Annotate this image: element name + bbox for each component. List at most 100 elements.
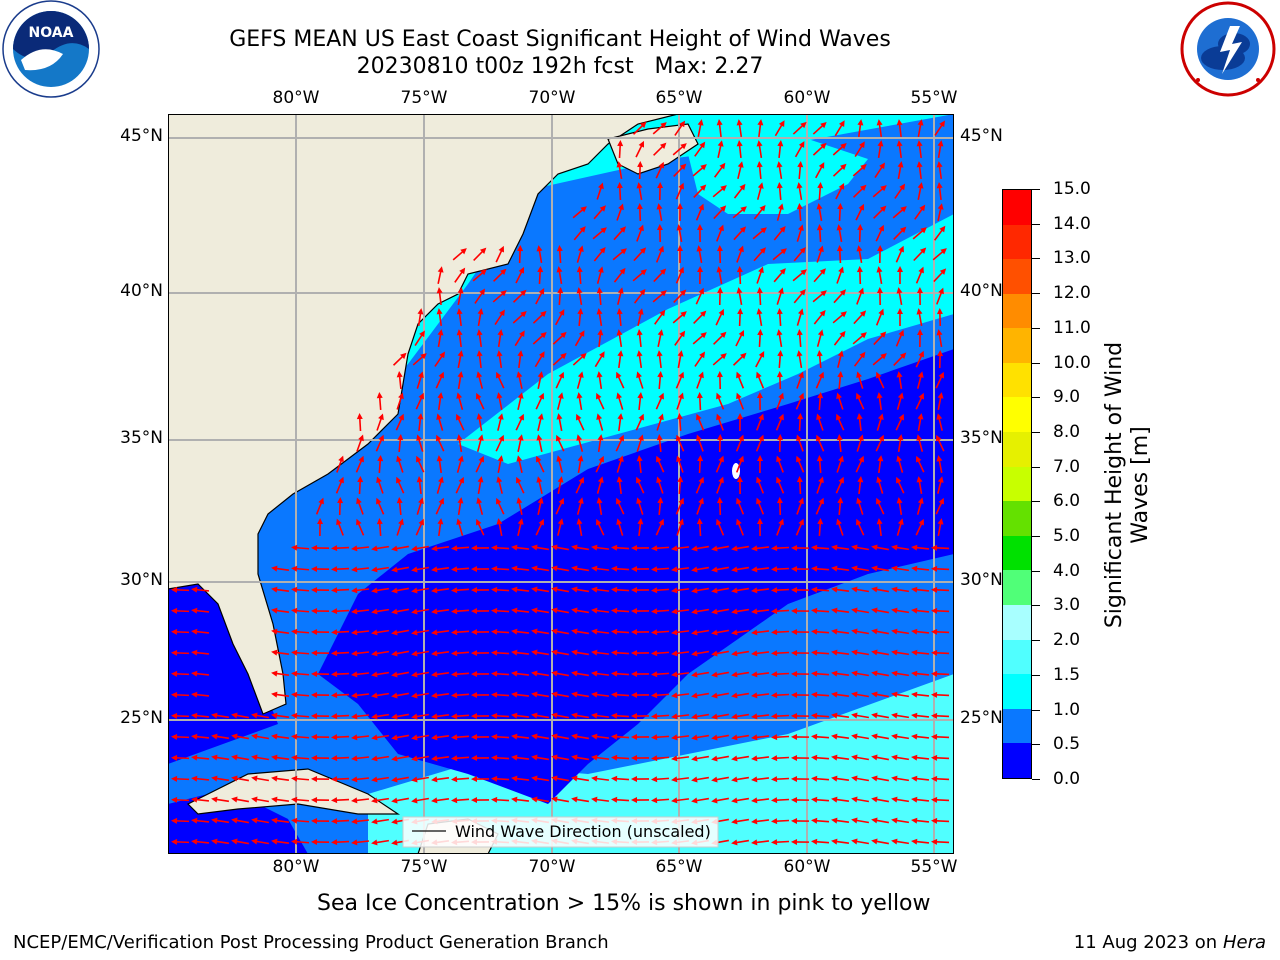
wave-direction-arrow (715, 308, 724, 326)
wave-direction-arrow (596, 287, 603, 306)
wave-direction-arrow (537, 266, 544, 285)
wave-direction-arrow (411, 566, 430, 573)
wave-direction-arrow (471, 734, 490, 741)
wave-direction-arrow (751, 713, 770, 720)
wave-direction-arrow (731, 839, 750, 846)
wave-direction-arrow (871, 712, 890, 719)
wave-direction-arrow (751, 629, 770, 636)
colorbar-segment (1003, 362, 1031, 398)
colorbar-tick-label: 7.0 (1053, 456, 1081, 477)
wave-direction-arrow (695, 287, 704, 305)
wave-direction-arrow (331, 545, 350, 552)
wave-direction-arrow (571, 565, 590, 572)
wave-direction-arrow (874, 162, 885, 178)
wave-direction-arrow (671, 650, 690, 657)
colorbar-tick-label: 1.0 (1053, 699, 1081, 720)
wave-direction-arrow (731, 650, 750, 657)
wave-direction-arrow (454, 267, 466, 283)
wave-direction-arrow (851, 691, 870, 698)
wave-direction-arrow (431, 755, 450, 762)
wave-direction-arrow (671, 713, 690, 720)
wave-direction-arrow (856, 371, 864, 389)
wave-direction-arrow (555, 371, 564, 389)
wave-direction-arrow (391, 797, 410, 804)
wave-direction-arrow (536, 434, 543, 452)
wave-direction-arrow (876, 266, 883, 285)
wave-direction-arrow (656, 413, 664, 431)
wave-direction-arrow (736, 266, 743, 285)
wave-direction-arrow (497, 413, 504, 431)
wave-direction-arrow (711, 755, 730, 762)
wave-direction-arrow (476, 392, 485, 410)
wave-direction-arrow (831, 817, 850, 824)
map-subtitle: 20230810 t00z 192h fcst Max: 2.27 (356, 54, 764, 79)
wave-direction-arrow (651, 755, 670, 762)
wave-direction-arrow (851, 775, 870, 782)
lat-label-right: 25°N (960, 708, 1003, 728)
wave-direction-arrow (672, 143, 687, 156)
wave-direction-arrow (536, 476, 543, 494)
wave-direction-arrow (871, 544, 890, 551)
wave-direction-arrow (356, 434, 364, 452)
wave-direction-arrow (496, 371, 505, 389)
wave-direction-arrow (496, 476, 503, 494)
wave-direction-arrow (771, 545, 790, 552)
wave-direction-arrow (551, 670, 570, 677)
wave-direction-arrow (396, 497, 403, 516)
colorbar-segment (1003, 743, 1031, 778)
wave-direction-arrow (516, 455, 523, 473)
wind-wave-arrows (171, 119, 950, 846)
wave-direction-arrow (592, 227, 607, 240)
wave-direction-arrow (916, 371, 924, 389)
wave-direction-arrow (676, 434, 685, 452)
wave-direction-arrow (671, 797, 690, 804)
wave-direction-arrow (856, 434, 864, 452)
wave-direction-arrow (651, 734, 670, 741)
wave-direction-arrow (717, 287, 724, 306)
wave-direction-arrow (411, 692, 430, 699)
wave-direction-arrow (311, 544, 330, 551)
wave-direction-arrow (671, 587, 690, 594)
wave-direction-arrow (431, 608, 450, 615)
wave-direction-arrow (796, 371, 804, 389)
wave-direction-arrow (575, 476, 584, 494)
wave-direction-arrow (377, 455, 384, 474)
wave-direction-arrow (811, 754, 830, 761)
wave-direction-arrow (511, 754, 530, 761)
wave-direction-arrow (691, 566, 710, 573)
wave-direction-arrow (474, 288, 486, 304)
wave-direction-arrow (875, 224, 884, 242)
wave-direction-arrow (916, 308, 923, 327)
wave-direction-arrow (532, 331, 547, 345)
wave-direction-arrow (655, 392, 664, 410)
wave-direction-arrow (171, 586, 190, 593)
wave-direction-arrow (291, 607, 310, 614)
wave-direction-arrow (415, 392, 424, 410)
wave-direction-arrow (751, 608, 770, 615)
wave-direction-arrow (631, 713, 650, 720)
wave-direction-arrow (891, 712, 910, 719)
wave-direction-arrow (231, 775, 250, 782)
wave-direction-arrow (674, 330, 686, 346)
wave-direction-arrow (591, 712, 610, 719)
wave-direction-arrow (674, 120, 686, 136)
wave-direction-arrow (651, 776, 670, 783)
wave-direction-arrow (911, 628, 930, 635)
wave-direction-arrow (897, 161, 904, 180)
wave-direction-arrow (855, 203, 865, 221)
wave-direction-arrow (637, 518, 644, 537)
colorbar-tick-label: 12.0 (1053, 283, 1091, 304)
wave-direction-arrow (657, 371, 664, 390)
wave-direction-arrow (653, 142, 667, 156)
wave-direction-arrow (611, 691, 630, 698)
wave-direction-arrow (597, 434, 604, 453)
wave-direction-arrow (456, 392, 464, 410)
wave-direction-arrow (511, 712, 530, 719)
wave-direction-arrow (211, 817, 230, 824)
wave-direction-arrow (897, 434, 904, 453)
wave-direction-arrow (611, 607, 630, 614)
wave-direction-arrow (931, 691, 950, 698)
wave-direction-arrow (371, 839, 390, 846)
wave-direction-arrow (931, 796, 950, 803)
wave-direction-arrow (791, 586, 810, 593)
